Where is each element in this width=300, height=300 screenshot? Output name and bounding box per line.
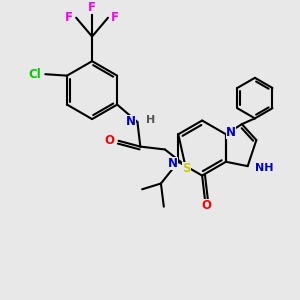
Text: NH: NH: [255, 163, 273, 172]
Text: O: O: [202, 199, 212, 212]
Text: O: O: [104, 134, 114, 147]
Text: N: N: [168, 157, 178, 170]
Text: N: N: [126, 116, 136, 128]
Text: S: S: [182, 162, 191, 175]
Text: N: N: [226, 126, 236, 139]
Text: F: F: [111, 11, 119, 24]
Text: F: F: [88, 1, 96, 14]
Text: Cl: Cl: [28, 68, 41, 81]
Text: H: H: [146, 115, 155, 125]
Text: F: F: [65, 11, 73, 24]
